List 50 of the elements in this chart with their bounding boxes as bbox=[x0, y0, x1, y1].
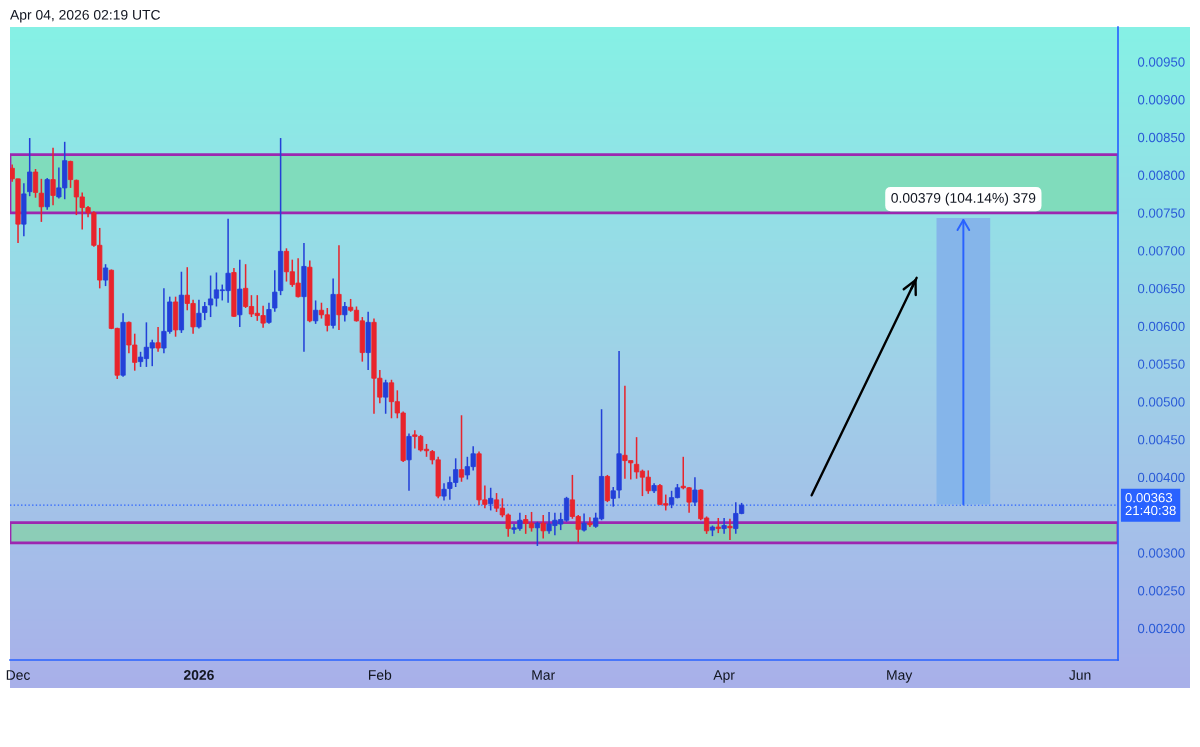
candlestick bbox=[540, 514, 546, 540]
x-tick-label: Dec bbox=[6, 670, 31, 680]
candlestick bbox=[272, 269, 278, 313]
candlestick bbox=[692, 476, 698, 507]
candlestick bbox=[38, 178, 44, 223]
candlestick bbox=[313, 299, 319, 325]
y-tick-label: 0.00300 bbox=[1137, 548, 1185, 558]
y-tick-label: 0.00550 bbox=[1137, 359, 1185, 369]
candlestick bbox=[488, 487, 494, 512]
candlestick bbox=[721, 517, 727, 535]
candlestick bbox=[155, 326, 161, 353]
data-label: 0.00379 (104.14%) 379 bbox=[891, 192, 1036, 206]
candlestick bbox=[342, 301, 348, 323]
x-tick-label: May bbox=[887, 670, 913, 683]
x-tick-label: 2026 bbox=[183, 670, 214, 680]
x-tick-label: Jun bbox=[1069, 670, 1091, 680]
x-tick-label: Feb bbox=[368, 669, 392, 680]
y-tick-label: 0.00750 bbox=[1137, 208, 1185, 218]
y-tick-label: 0.00700 bbox=[1137, 246, 1185, 256]
y-tick-label: 0.00950 bbox=[1137, 57, 1185, 67]
x-tick-label: Apr bbox=[713, 670, 735, 683]
y-tick-label: 0.00850 bbox=[1137, 132, 1185, 143]
y-tick-label: 0.00500 bbox=[1137, 397, 1185, 407]
candlestick bbox=[32, 168, 39, 199]
x-tick-label: Mar bbox=[532, 670, 555, 680]
candlestick bbox=[534, 521, 540, 547]
candlestick bbox=[336, 244, 342, 331]
candlestick bbox=[202, 301, 208, 321]
text: Apr 04, 2026 02:19 UTC bbox=[10, 9, 161, 23]
y-tick-label: 0.00800 bbox=[1137, 170, 1185, 180]
candlestick bbox=[581, 512, 587, 533]
ref-line-label: 0.00363 21:40:38 bbox=[1125, 492, 1176, 516]
candlestick bbox=[383, 378, 389, 415]
candlestick bbox=[27, 137, 33, 197]
candlestick bbox=[102, 263, 109, 287]
y-tick-label: 0.00250 bbox=[1137, 586, 1185, 596]
candlestick bbox=[587, 516, 593, 528]
y-tick-label: 0.00450 bbox=[1137, 435, 1185, 445]
y-tick-label: 0.00900 bbox=[1137, 95, 1185, 105]
candlestick bbox=[266, 301, 272, 325]
candlestick bbox=[196, 298, 202, 330]
y-tick-label: 0.00650 bbox=[1137, 283, 1185, 294]
candlestick bbox=[406, 432, 412, 492]
y-tick-label: 0.00400 bbox=[1137, 472, 1185, 483]
candlestick bbox=[458, 414, 465, 483]
y-tick-label: 0.00600 bbox=[1137, 321, 1185, 332]
y-tick-label: 0.00200 bbox=[1137, 623, 1185, 634]
candlestick bbox=[50, 147, 56, 207]
candlestick bbox=[67, 159, 74, 189]
candlestick bbox=[727, 517, 733, 541]
